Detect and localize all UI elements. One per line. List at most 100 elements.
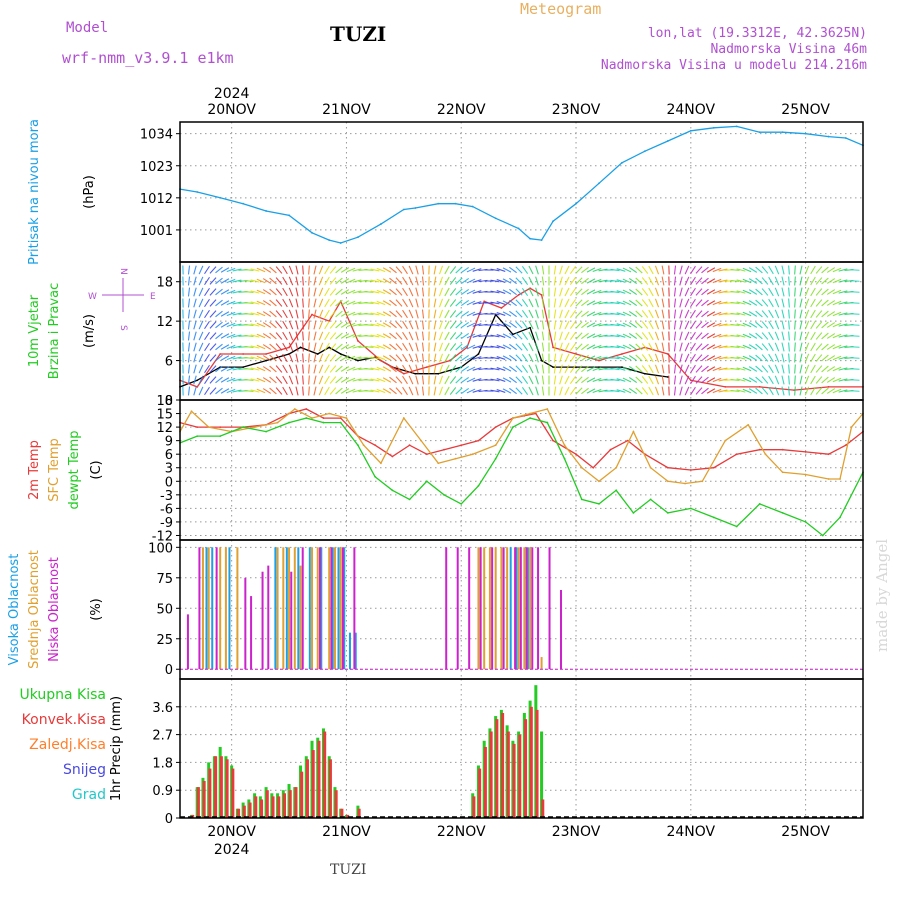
wind-barb [262,366,272,372]
wind-barb [449,376,457,384]
wind-barb [826,311,836,317]
wind-barb [564,386,570,396]
wind-barb [586,311,596,317]
bar [211,547,214,670]
data-point [500,307,503,309]
wind-compass-e: E [150,292,156,302]
data-point [529,412,532,415]
wind-barb [308,298,310,308]
bar [271,796,275,818]
wind-barb [821,365,829,373]
wind-barb [408,320,414,330]
wind-barb [648,276,654,286]
bar [219,756,223,818]
wind-barb [232,378,242,382]
wind-barb [712,355,722,361]
wind-barb [581,299,589,307]
data-point [827,385,830,388]
wind-barb [575,288,583,296]
bar [502,547,505,670]
bar [207,547,210,670]
data-point [494,426,497,428]
series-line [179,125,864,244]
wind-barb [559,353,563,363]
wind-barb [598,323,608,327]
wind-barb [755,288,763,296]
wind-barb [616,356,626,360]
bar [316,547,319,670]
wind-barb [438,287,444,297]
wind-barb [832,333,842,339]
wind-barb [581,332,589,340]
bar [535,709,539,818]
wind-barb [821,387,829,395]
data-point [689,129,692,132]
wind-barb [244,379,254,381]
wind-barb [364,302,374,304]
wind-barb [799,309,803,319]
data-point [781,131,784,134]
wind-barb [215,376,223,384]
x-tick-label-bottom: 23NOV [552,824,601,840]
wind-barb [438,375,444,385]
coordinates: lon,lat (19.3312E, 42.3625N) [647,26,867,41]
wind-barb [370,279,380,283]
wind-barb [389,354,397,362]
wind-barb [193,364,197,374]
wind-barb [340,289,350,295]
wind-barb [502,388,512,394]
wind-barb [515,299,523,307]
wind-barb [324,276,330,286]
wind-barb [466,377,476,383]
wind-barb [215,387,223,395]
wind-barb [712,377,722,383]
wind-barb [821,299,829,307]
wind-barb [209,376,217,384]
wind-barb [564,331,570,341]
wind-barb [395,387,403,395]
wind-barb [748,322,758,328]
data-point [735,525,738,528]
wind-barb [804,353,810,363]
wind-barb [402,353,408,363]
wind-barb [598,334,608,338]
y-tick-label: 12 [156,315,173,330]
wind-barb [826,355,836,361]
wind-barb [541,353,545,363]
wind-barb [654,287,660,297]
wind-barb [187,331,191,341]
data-point [643,372,646,375]
wind-barb [654,342,660,352]
wind-barb [736,268,746,272]
wind-barb [187,375,191,385]
wind-barb [466,278,476,284]
data-point [598,359,600,362]
wind-barb [449,277,457,285]
y-tick-label: -12 [152,529,173,544]
wind-barb [712,344,722,350]
axis-label: dewpt Temp [67,430,82,509]
wind-barb [250,389,260,393]
wind-barb [275,354,283,362]
wind-barb [490,334,500,338]
wind-barb [838,334,848,338]
bar [540,657,543,670]
wind-barb [262,289,272,295]
data-point [615,466,618,469]
wind-barb [502,289,512,295]
wind-barb [528,265,534,275]
wind-barb [718,279,728,283]
wind-barb [340,355,350,361]
wind-barb [496,312,506,316]
data-point [511,333,514,336]
data-point [425,366,428,369]
wind-barb [794,386,796,396]
wind-barb [389,288,397,296]
wind-barb [509,343,517,351]
wind-barb [553,265,557,275]
series-line [179,408,864,485]
wind-barb [679,320,683,330]
wind-barb [799,342,803,352]
data-point [758,502,761,505]
wind-barb [761,343,769,351]
